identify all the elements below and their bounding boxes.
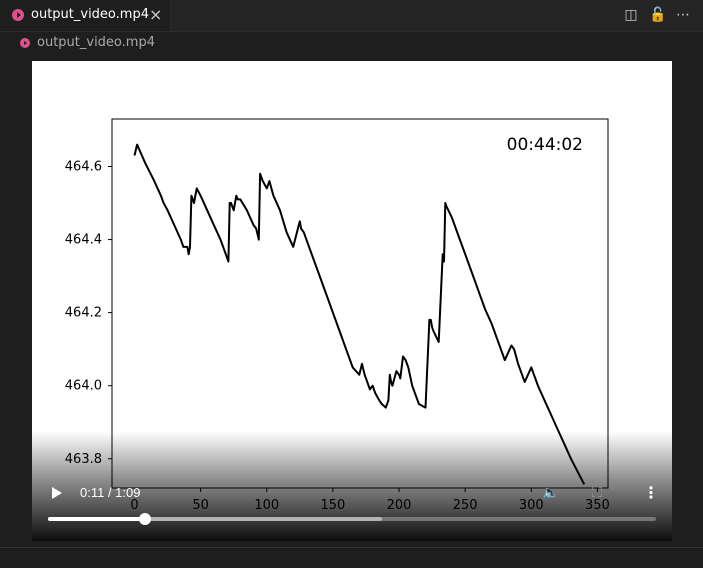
y-tick-label: 464.6 xyxy=(65,159,102,174)
editor-tab-bar: output_video.mp4 × ◫ 🔓 ⋯ xyxy=(0,0,703,32)
controls-overlay xyxy=(32,431,672,541)
time-display: 0:11 / 1:09 xyxy=(80,485,141,500)
buffered-range xyxy=(48,517,383,521)
timestamp-annotation: 00:44:02 xyxy=(507,135,583,155)
play-icon[interactable] xyxy=(52,487,62,499)
y-tick-label: 464.0 xyxy=(65,379,102,394)
more-actions-icon[interactable]: ⋯ xyxy=(676,7,690,23)
split-editor-icon[interactable]: ◫ xyxy=(624,7,638,23)
fullscreen-icon[interactable]: ⛶ xyxy=(592,485,602,501)
video-file-icon xyxy=(12,9,24,21)
volume-icon[interactable]: 🔈 xyxy=(542,485,560,501)
breadcrumb: output_video.mp4 xyxy=(0,32,703,54)
tab-output-video[interactable]: output_video.mp4 × xyxy=(0,0,171,31)
series-line xyxy=(133,143,586,485)
seek-handle[interactable] xyxy=(139,513,152,525)
y-tick-label: 464.2 xyxy=(65,306,102,321)
more-options-icon[interactable]: ⋮ xyxy=(643,483,659,502)
video-player[interactable]: 463.8464.0464.2464.4464.6050100150200250… xyxy=(32,61,672,541)
lock-icon[interactable]: 🔓 xyxy=(649,7,667,23)
breadcrumb-item-file[interactable]: output_video.mp4 xyxy=(37,35,155,50)
seek-bar[interactable] xyxy=(48,513,656,525)
tab-label: output_video.mp4 xyxy=(31,7,149,22)
editor-actions: ◫ 🔓 ⋯ xyxy=(623,7,691,23)
y-tick-label: 464.4 xyxy=(65,233,102,248)
played-range xyxy=(48,517,146,521)
status-bar xyxy=(0,547,703,568)
close-icon[interactable]: × xyxy=(149,5,163,24)
video-file-icon xyxy=(20,38,30,48)
